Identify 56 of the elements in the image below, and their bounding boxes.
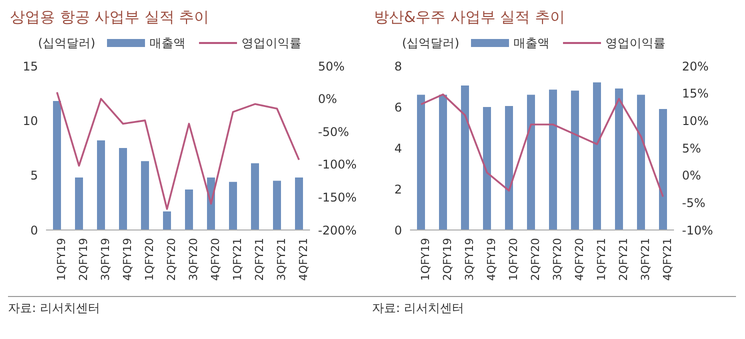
legend-label: 영업이익률 <box>241 34 302 52</box>
y2-tick-label: 5% <box>682 141 702 156</box>
legend-label: 매출액 <box>513 34 550 52</box>
y2-tick-label: -100% <box>318 158 357 172</box>
y-tick-label: 5 <box>30 168 38 183</box>
text: 자료: 리서치센터 <box>8 300 101 317</box>
legend-label: 매출액 <box>149 34 186 52</box>
y2-tick-label: -150% <box>318 190 357 204</box>
x-tick-label: 2QFY20 <box>164 238 178 281</box>
y2-tick-label: 20% <box>682 59 709 74</box>
y-axis-title: (십억달러) <box>402 34 460 52</box>
x-tick-label: 1QFY20 <box>142 238 156 281</box>
y-tick-label: 0 <box>394 223 402 238</box>
y-axis-title: (십억달러) <box>38 34 96 52</box>
y2-tick-label: -200% <box>318 223 357 238</box>
legend-label: 영업이익률 <box>605 34 666 52</box>
x-tick-label: 2QFY21 <box>252 238 266 281</box>
y2-tick-label: 0% <box>318 92 338 106</box>
y2-tick-label: 15% <box>682 86 709 101</box>
y-tick-label: 4 <box>394 141 402 156</box>
x-tick-label: 2QFY19 <box>440 238 454 281</box>
y2-tick-label: -10% <box>682 223 714 238</box>
y-tick-label: 15 <box>22 59 38 74</box>
x-tick-label: 2QFY20 <box>528 238 542 281</box>
y2-tick-label: 10% <box>682 114 709 128</box>
y2-tick-label: -5% <box>682 196 706 210</box>
x-tick-label: 4QFY21 <box>296 238 310 281</box>
x-tick-label: 3QFY21 <box>638 238 652 281</box>
y-tick-label: 0 <box>30 223 38 238</box>
x-tick-label: 4QFY19 <box>120 238 134 281</box>
x-tick-label: 1QFY21 <box>230 238 244 281</box>
y2-tick-label: 0% <box>682 168 702 183</box>
y-tick-label: 2 <box>394 182 402 196</box>
text: 자료: 리서치센터 <box>372 300 465 317</box>
x-tick-label: 4QFY21 <box>660 238 674 281</box>
y2-tick-label: -50% <box>318 124 350 139</box>
chart-title: 방산&우주 사업부 실적 추이 <box>373 8 566 28</box>
y-tick-label: 8 <box>394 59 402 74</box>
x-tick-label: 3QFY21 <box>274 238 288 281</box>
x-tick-label: 3QFY20 <box>550 238 564 281</box>
x-tick-label: 1QFY19 <box>418 238 432 281</box>
x-tick-label: 1QFY21 <box>594 238 608 281</box>
y-tick-label: 6 <box>394 100 402 114</box>
x-tick-label: 4QFY20 <box>208 238 222 281</box>
x-tick-label: 4QFY20 <box>572 238 586 281</box>
x-tick-label: 3QFY19 <box>462 238 476 281</box>
x-tick-label: 1QFY20 <box>506 238 520 281</box>
x-tick-label: 2QFY21 <box>616 238 630 281</box>
chart-title: 상업용 항공 사업부 실적 추이 <box>9 8 210 28</box>
x-tick-label: 4QFY19 <box>484 238 498 281</box>
x-tick-label: 3QFY20 <box>186 238 200 281</box>
x-tick-label: 2QFY19 <box>76 238 90 281</box>
y2-tick-label: 50% <box>318 59 345 74</box>
y-tick-label: 10 <box>22 114 38 128</box>
x-tick-label: 3QFY19 <box>98 238 112 281</box>
x-tick-label: 1QFY19 <box>54 238 68 281</box>
